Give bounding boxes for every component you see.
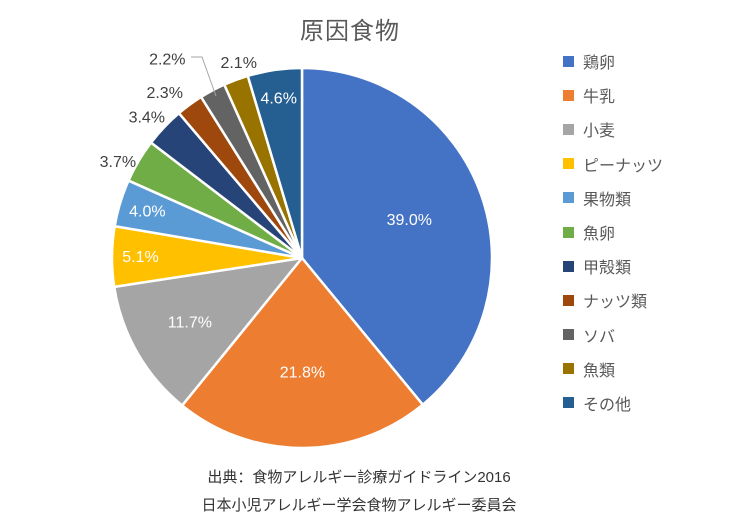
legend-swatch-icon: [563, 158, 574, 170]
legend-label: 小麦: [583, 123, 616, 141]
legend-swatch-icon: [563, 329, 574, 341]
data-label-4: 4.0%: [129, 204, 165, 221]
legend-swatch-icon: [563, 397, 574, 409]
legend-swatch-icon: [563, 226, 574, 238]
legend-label: その他: [583, 396, 632, 414]
legend-item-10: その他: [563, 386, 663, 420]
pie-slice-2: [112, 256, 304, 407]
legend-item-3: ピーナッツ: [563, 147, 663, 181]
pie-slice-0: [300, 66, 494, 406]
data-label-6: 3.4%: [129, 109, 165, 126]
legend-item-6: 甲殻類: [563, 249, 663, 283]
legend-label: 牛乳: [583, 89, 616, 107]
legend-label: ソバ: [583, 328, 616, 346]
legend-swatch-icon: [563, 192, 574, 204]
chart-title: 原因食物: [300, 18, 400, 45]
pie-slice-10: [246, 66, 304, 260]
leader-line: [191, 56, 217, 97]
legend-item-9: 魚類: [563, 352, 663, 386]
data-label-8: 2.2%: [149, 51, 185, 68]
legend-swatch-icon: [563, 89, 574, 101]
legend-item-7: ナッツ類: [563, 283, 663, 317]
legend-item-1: 牛乳: [563, 78, 663, 112]
legend-label: 果物類: [583, 191, 632, 209]
legend-label: 甲殻類: [583, 260, 632, 278]
data-label-0: 39.0%: [387, 212, 432, 229]
data-label-3: 5.1%: [122, 249, 158, 266]
data-label-7: 2.3%: [146, 85, 182, 102]
legend: 鶏卵牛乳小麦ピーナッツ果物類魚卵甲殻類ナッツ類ソバ魚類その他: [563, 44, 663, 420]
legend-swatch-icon: [563, 294, 574, 306]
legend-swatch-icon: [563, 123, 574, 135]
legend-label: ピーナッツ: [583, 157, 664, 175]
legend-label: 魚卵: [583, 226, 616, 244]
legend-item-5: 魚卵: [563, 215, 663, 249]
legend-label: 魚類: [583, 362, 616, 380]
legend-item-8: ソバ: [563, 318, 663, 352]
source-note: 出典：食物アレルギー診療ガイドライン2016 日本小児アレルギー学会食物アレルギ…: [0, 464, 718, 520]
legend-swatch-icon: [563, 363, 574, 375]
legend-swatch-icon: [563, 260, 574, 272]
legend-swatch-icon: [563, 55, 574, 67]
legend-label: 鶏卵: [583, 55, 616, 73]
source-line-2: 日本小児アレルギー学会食物アレルギー委員会: [201, 497, 517, 514]
legend-item-2: 小麦: [563, 112, 663, 146]
legend-item-4: 果物類: [563, 181, 663, 215]
source-line-1: 出典：食物アレルギー診療ガイドライン2016: [207, 469, 511, 486]
data-label-1: 21.8%: [280, 365, 325, 382]
legend-label: ナッツ類: [583, 294, 648, 312]
pie-slice-1: [180, 256, 424, 450]
data-label-2: 11.7%: [168, 315, 212, 332]
data-label-10: 4.6%: [260, 91, 296, 108]
legend-item-0: 鶏卵: [563, 44, 663, 78]
data-label-9: 2.1%: [220, 55, 256, 72]
data-label-5: 3.7%: [100, 154, 136, 171]
